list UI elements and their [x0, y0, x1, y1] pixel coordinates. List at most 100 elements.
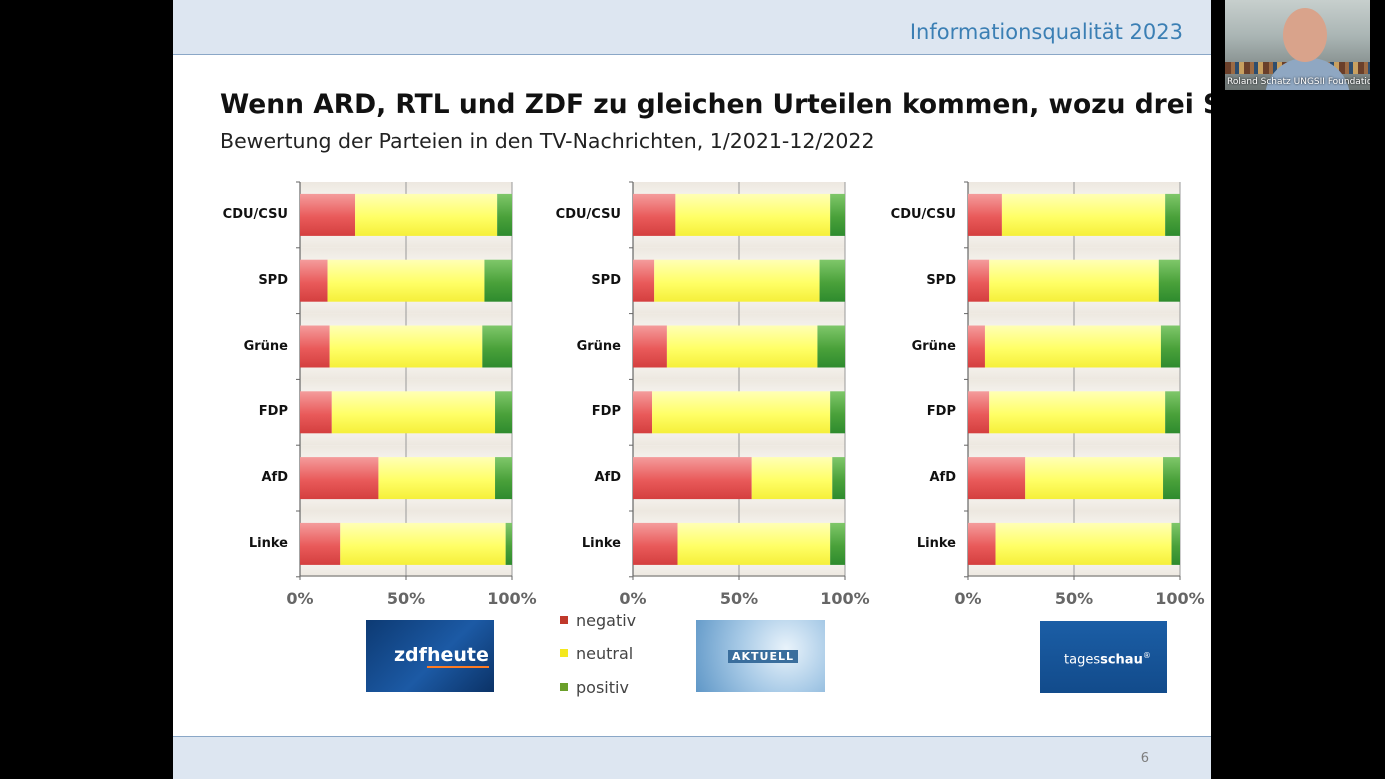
bar-negativ — [300, 391, 332, 434]
legend-swatch — [560, 615, 568, 624]
zdf-logo-word: heute — [426, 644, 489, 668]
legend-swatch — [560, 648, 568, 657]
x-tick-label: 50% — [386, 589, 426, 608]
bar-neutral — [751, 457, 833, 500]
bar-positiv — [817, 325, 845, 368]
bar-neutral — [675, 193, 831, 236]
bar-negativ — [300, 457, 379, 500]
bar-negativ — [633, 522, 678, 565]
bar-negativ — [968, 325, 985, 368]
slide-title: Wenn ARD, RTL und ZDF zu gleichen Urteil… — [220, 89, 1211, 120]
category-label: FDP — [926, 404, 956, 420]
tagesschau-logo: tagesschau® — [1040, 621, 1167, 693]
bar-negativ — [968, 259, 990, 302]
category-label: Grüne — [243, 338, 288, 354]
zdf-heute-logo: zdfheute — [366, 620, 494, 692]
zdf-logo-text: zdfheute — [394, 644, 489, 668]
bar-neutral — [331, 391, 496, 434]
bar-negativ — [300, 325, 330, 368]
bar-negativ — [968, 522, 996, 565]
bar-negativ — [633, 391, 653, 434]
row-band — [300, 379, 512, 446]
category-label: FDP — [591, 404, 621, 420]
category-label: SPD — [591, 272, 621, 288]
bar-neutral — [1025, 457, 1164, 500]
row-band — [968, 511, 1180, 577]
bar-positiv — [484, 259, 512, 302]
bar-neutral — [329, 325, 483, 368]
webcam-thumbnail: Roland Schatz UNGSII Foundation — [1225, 0, 1370, 90]
webcam-caption: Roland Schatz UNGSII Foundation — [1227, 77, 1370, 87]
bar-negativ — [633, 457, 752, 500]
bar-positiv — [830, 193, 845, 236]
bar-negativ — [968, 391, 990, 434]
row-band — [633, 379, 845, 446]
rtl-aktuell-logo: AKTUELL — [696, 620, 825, 692]
bar-positiv — [495, 391, 512, 434]
category-label: Linke — [916, 535, 956, 551]
person-head — [1283, 8, 1327, 62]
slide-header-bar: Informationsqualität 2023 — [173, 0, 1211, 55]
slide-footer-bar: 6 — [173, 736, 1211, 779]
row-band — [633, 511, 845, 577]
x-tick-label: 100% — [1155, 589, 1205, 608]
x-tick-label: 100% — [487, 589, 537, 608]
row-band — [633, 313, 845, 380]
legend-swatch — [560, 682, 568, 691]
legend-label: negativ — [576, 611, 637, 630]
legend-label: neutral — [576, 644, 634, 663]
bar-positiv — [1163, 457, 1180, 500]
x-tick-label: 0% — [619, 589, 647, 608]
bar-neutral — [654, 259, 820, 302]
x-tick-label: 50% — [1054, 589, 1094, 608]
bar-positiv — [482, 325, 512, 368]
category-label: CDU/CSU — [890, 206, 956, 222]
bar-neutral — [355, 193, 498, 236]
bar-negativ — [633, 193, 676, 236]
bar-positiv — [497, 193, 512, 236]
legend-item-positiv: positiv — [560, 678, 629, 697]
bar-positiv — [830, 391, 845, 434]
bar-positiv — [1165, 193, 1180, 236]
category-label: Grüne — [576, 338, 621, 354]
bar-positiv — [1158, 259, 1180, 302]
row-band — [300, 445, 512, 511]
category-label: AfD — [261, 470, 288, 486]
bar-positiv — [495, 457, 512, 500]
header-title: Informationsqualität 2023 — [909, 20, 1183, 44]
bar-neutral — [666, 325, 818, 368]
page-number: 6 — [1140, 751, 1149, 766]
category-label: CDU/CSU — [222, 206, 288, 222]
bar-negativ — [633, 325, 667, 368]
category-label: AfD — [594, 470, 621, 486]
row-band — [633, 445, 845, 511]
row-band — [300, 313, 512, 380]
category-label: Linke — [581, 535, 621, 551]
bar-negativ — [968, 193, 1002, 236]
category-label: FDP — [258, 404, 288, 420]
legend-item-negativ: negativ — [560, 611, 636, 630]
row-band — [633, 247, 845, 314]
bar-neutral — [677, 522, 831, 565]
bar-positiv — [1160, 325, 1180, 368]
legend-item-neutral: neutral — [560, 644, 633, 663]
row-band — [968, 313, 1180, 380]
category-label: CDU/CSU — [555, 206, 621, 222]
x-tick-label: 50% — [719, 589, 759, 608]
ard-logo-text: tagesschau® — [1064, 651, 1151, 668]
bar-negativ — [633, 259, 655, 302]
x-tick-label: 100% — [820, 589, 870, 608]
category-label: AfD — [929, 470, 956, 486]
bar-positiv — [1165, 391, 1180, 434]
bar-neutral — [989, 259, 1159, 302]
row-band — [300, 511, 512, 577]
category-label: Grüne — [911, 338, 956, 354]
zdf-logo-prefix: zdf — [394, 644, 427, 666]
bar-positiv — [1171, 522, 1180, 565]
bar-negativ — [968, 457, 1026, 500]
bar-neutral — [378, 457, 496, 500]
category-label: SPD — [258, 272, 288, 288]
bar-neutral — [652, 391, 831, 434]
category-label: Linke — [248, 535, 288, 551]
row-band — [968, 247, 1180, 314]
